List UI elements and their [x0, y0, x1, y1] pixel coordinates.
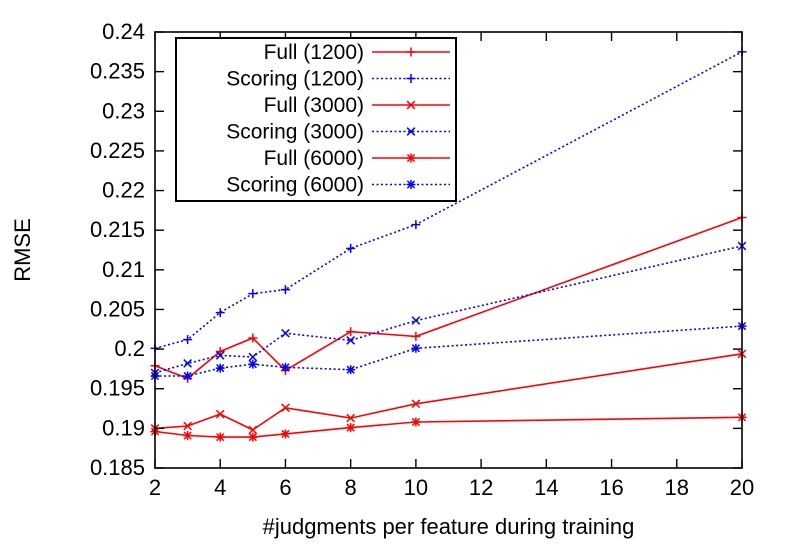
y-tick-label: 0.205	[90, 296, 145, 321]
y-tick-label: 0.195	[90, 376, 145, 401]
y-tick-label: 0.23	[102, 98, 145, 123]
legend-marker	[406, 100, 416, 110]
y-tick-label: 0.2	[114, 336, 145, 361]
data-point	[183, 335, 193, 345]
data-point	[215, 308, 225, 318]
data-point	[183, 359, 192, 368]
series-line	[154, 51, 743, 350]
data-point	[248, 359, 258, 369]
data-point	[346, 413, 356, 423]
legend-label: Scoring (6000)	[226, 174, 364, 197]
data-point	[280, 429, 290, 439]
data-point	[215, 409, 225, 419]
y-tick-label: 0.235	[90, 59, 145, 84]
y-tick-label: 0.215	[90, 217, 145, 242]
plot-frame	[154, 31, 743, 469]
y-tick-label: 0.19	[102, 415, 145, 440]
legend-item: Full (1200)	[264, 41, 450, 64]
data-point	[281, 403, 290, 413]
legend-label: Scoring (1200)	[226, 68, 364, 91]
series-line	[154, 216, 743, 380]
series-line	[154, 245, 743, 374]
series-1	[150, 47, 747, 353]
data-point	[280, 285, 290, 295]
series-4	[150, 412, 747, 442]
data-point	[346, 243, 356, 253]
legend: Full (1200) Scoring (1200) Full (3000) Scor…	[175, 37, 457, 202]
plot-lines	[150, 47, 747, 442]
data-point	[248, 289, 258, 299]
series-5	[150, 321, 747, 381]
tick-labels: 0.185 0.19 0.195 0.2 0.205 0.21 0.215 0.22 0.225…	[90, 19, 754, 500]
x-tick-label: 16	[599, 475, 623, 500]
x-tick-label: 12	[469, 475, 493, 500]
legend-box	[175, 37, 457, 202]
x-tick-label: 14	[534, 475, 558, 500]
data-point	[411, 316, 421, 325]
data-point	[346, 336, 356, 345]
y-tick-label: 0.21	[102, 257, 145, 282]
x-tick-label: 2	[149, 475, 161, 500]
data-point	[411, 220, 421, 230]
data-point	[248, 333, 258, 343]
legend-marker	[406, 153, 416, 163]
data-point	[183, 421, 192, 431]
data-point	[215, 363, 225, 373]
legend-marker	[406, 180, 416, 189]
legend-marker	[406, 47, 416, 57]
data-point	[411, 343, 421, 353]
x-tick-label: 10	[404, 475, 428, 500]
data-point	[183, 430, 193, 440]
x-tick-label: 6	[279, 475, 291, 500]
series-0	[150, 212, 747, 383]
legend-item: Scoring (1200)	[226, 68, 450, 91]
series-line	[155, 325, 743, 377]
y-tick-label: 0.185	[90, 455, 145, 480]
data-point	[346, 327, 356, 337]
data-point	[411, 399, 421, 409]
data-point	[183, 371, 193, 381]
y-tick-label: 0.22	[102, 178, 145, 203]
x-tick-label: 18	[665, 475, 689, 500]
data-point	[215, 432, 225, 442]
x-tick-label: 20	[730, 475, 754, 500]
data-point	[281, 328, 290, 338]
legend-label: Full (6000)	[264, 147, 364, 170]
legend-label: Scoring (3000)	[226, 121, 364, 144]
data-point	[248, 425, 258, 435]
legend-marker	[406, 74, 416, 83]
x-tick-label: 8	[345, 475, 357, 500]
data-point	[346, 423, 356, 433]
legend-item: Full (6000)	[264, 147, 450, 170]
y-tick-label: 0.225	[90, 138, 145, 163]
data-point	[248, 352, 258, 362]
legend-marker	[406, 127, 416, 136]
legend-item: Scoring (3000)	[226, 121, 450, 144]
data-point	[346, 365, 356, 375]
legend-item: Full (3000)	[264, 94, 450, 117]
data-point	[215, 351, 225, 360]
series-3	[150, 241, 747, 378]
legend-label: Full (1200)	[264, 41, 364, 64]
series-line	[154, 353, 743, 431]
data-point	[248, 432, 258, 442]
legend-label: Full (3000)	[264, 94, 364, 117]
y-axis-label: RMSE	[10, 218, 35, 282]
series-line	[154, 416, 743, 438]
x-tick-label: 4	[214, 475, 226, 500]
series-2	[150, 349, 747, 435]
axis-ticks	[154, 31, 743, 469]
y-tick-label: 0.24	[102, 19, 145, 44]
data-point	[280, 362, 290, 372]
data-point	[411, 331, 421, 341]
data-point	[411, 417, 421, 427]
x-axis-label: #judgments per feature during training	[263, 514, 635, 539]
legend-item: Scoring (6000)	[226, 174, 450, 197]
